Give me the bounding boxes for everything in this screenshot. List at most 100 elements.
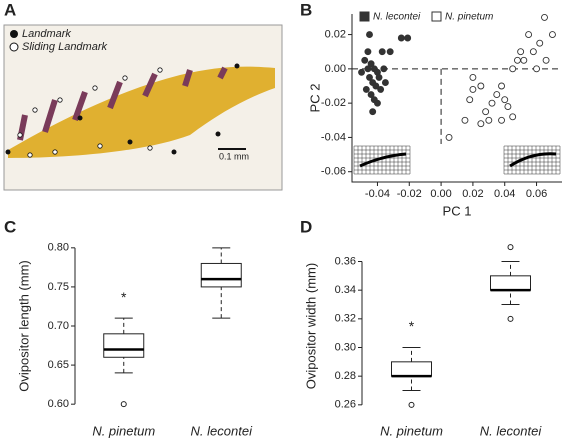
panel-label: C (4, 217, 16, 236)
deformation-grid (353, 145, 411, 175)
point (367, 60, 375, 68)
y-tick-label: 0.75 (48, 281, 69, 293)
point (498, 82, 505, 90)
axes-frame (351, 14, 562, 183)
panel-label: D (300, 217, 312, 236)
y-tick-label: 0.30 (335, 341, 356, 353)
point (366, 31, 373, 39)
x-tick-label: N. pinetum (92, 423, 155, 438)
y-tick-label: 0.26 (335, 399, 356, 411)
point (504, 103, 512, 111)
y-tick-label: -0.06 (321, 166, 346, 178)
ovipositor (8, 66, 275, 158)
point (358, 68, 365, 76)
point (377, 85, 385, 93)
point (369, 108, 377, 116)
point (469, 73, 477, 81)
y-tick-label: 0.02 (325, 28, 346, 40)
x-tick-label: 0.02 (462, 188, 483, 200)
point (501, 96, 509, 104)
y-axis-label: PC 2 (307, 84, 322, 113)
y-tick-label: 0.28 (335, 370, 356, 382)
y-tick-label: 0.65 (48, 359, 69, 371)
point (482, 108, 490, 116)
photo: Landmark Sliding Landmark 0.1 mm (3, 24, 283, 191)
y-tick-label: 0.36 (335, 255, 356, 267)
outlier (507, 315, 514, 322)
shape-outline (509, 152, 557, 168)
box (391, 361, 432, 377)
point (525, 31, 533, 39)
point (514, 56, 521, 64)
point (541, 13, 548, 21)
y-axis-label: Ovipositor width (mm) (303, 263, 318, 389)
point (378, 48, 386, 56)
point (404, 34, 412, 42)
point (488, 99, 496, 107)
annotation: * (409, 318, 415, 334)
legend-marker (10, 30, 18, 38)
x-tick-label: 0.06 (526, 188, 547, 200)
box (490, 275, 531, 291)
point (375, 73, 383, 81)
landmarks (5, 63, 240, 155)
ridges (17, 66, 228, 141)
y-tick-label: 0.60 (48, 398, 69, 410)
point (380, 65, 388, 73)
point (386, 48, 394, 56)
x-tick-label: -0.04 (365, 188, 390, 200)
point (445, 133, 453, 141)
scale-bar-label: 0.1 mm (219, 151, 249, 161)
point (372, 82, 380, 90)
point (485, 116, 493, 124)
panel-label: B (300, 0, 312, 19)
point (509, 65, 517, 73)
legend-marker (359, 11, 370, 22)
x-tick-label: N. lecontei (480, 423, 543, 438)
point (367, 91, 375, 99)
point (517, 48, 525, 56)
x-tick-label: N. pinetum (380, 423, 443, 438)
box (103, 333, 145, 358)
point (498, 116, 505, 124)
point (509, 113, 517, 121)
point (549, 31, 556, 39)
sliding-landmarks (17, 67, 163, 158)
point (461, 116, 469, 124)
point (364, 48, 372, 56)
x-tick-label: 0.00 (430, 188, 451, 200)
outlier (120, 401, 127, 408)
legend-label: Sliding Landmark (22, 41, 107, 53)
point (466, 96, 474, 104)
legend-label: N. lecontei (373, 12, 421, 23)
x-tick-label: N. lecontei (191, 423, 254, 438)
outlier (507, 244, 514, 251)
box (200, 262, 242, 288)
point (381, 79, 389, 87)
legend-marker (9, 42, 19, 52)
y-tick-label: -0.02 (321, 97, 346, 109)
legend-label: N. pinetum (445, 12, 493, 23)
y-tick-label: 0.80 (48, 242, 69, 254)
point (397, 34, 405, 42)
point (366, 73, 373, 81)
y-tick-label: 0.34 (335, 284, 356, 296)
point (362, 85, 370, 93)
y-tick-label: 0.70 (48, 320, 69, 332)
point (536, 39, 544, 47)
panel-label: A (4, 0, 16, 19)
point (477, 82, 485, 90)
point (529, 48, 537, 56)
point (477, 120, 485, 128)
point (493, 91, 501, 99)
x-axis-label: PC 1 (443, 203, 472, 218)
y-tick-label: 0.32 (335, 313, 356, 325)
shape-outline (359, 152, 407, 168)
point (542, 56, 550, 64)
x-tick-label: -0.02 (397, 188, 422, 200)
point (533, 65, 540, 73)
deformation-grid (503, 145, 561, 175)
legend-label: Landmark (22, 28, 71, 40)
